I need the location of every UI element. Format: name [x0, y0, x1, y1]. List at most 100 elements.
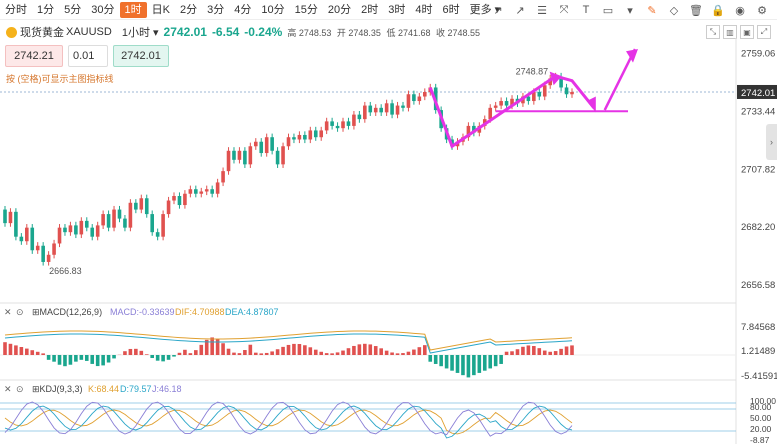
macd-bar-8	[46, 355, 51, 360]
screenshot-icon[interactable]: ▣	[740, 25, 754, 39]
macd-bar-73	[401, 353, 405, 355]
buy-button[interactable]: 2742.01	[113, 45, 169, 67]
sell-button[interactable]: 2742.21	[5, 45, 63, 67]
macd-bar-85	[466, 355, 471, 378]
macd-bar-61	[335, 352, 340, 355]
collapse-icon[interactable]: ⤡	[706, 25, 720, 39]
candle-86	[472, 125, 476, 133]
timeframe-7[interactable]: 3分	[207, 3, 225, 16]
timeframe-1[interactable]: 1分	[37, 3, 55, 16]
high-annotation: 2748.87	[516, 66, 549, 76]
timeframe-11[interactable]: 20分	[327, 3, 352, 16]
candle-25	[139, 198, 144, 210]
candle-18	[101, 214, 105, 226]
lock-icon[interactable]: 🔒	[711, 4, 725, 17]
macd-bar-11	[63, 355, 67, 367]
timeframe-12[interactable]: 2时	[361, 3, 379, 16]
trend-arrowhead-down	[586, 96, 596, 113]
candle-6	[35, 245, 40, 251]
macd-bar-75	[412, 349, 416, 355]
macd-bar-50	[275, 349, 280, 355]
candle-103	[564, 87, 569, 95]
quantity-input[interactable]: 0.01	[68, 45, 108, 67]
timeframe-15[interactable]: 6时	[442, 3, 460, 16]
timeframe-16[interactable]: 更多 ▾	[469, 3, 501, 16]
macd-bar-82	[450, 355, 454, 371]
price-tick-0: 2759.06	[741, 48, 775, 59]
candle-3	[19, 236, 24, 242]
highlight-icon[interactable]: ✎	[647, 4, 657, 17]
rectangle-icon[interactable]: ▭	[602, 4, 614, 17]
macd-bar-60	[330, 353, 334, 355]
macd-bar-22	[123, 351, 127, 355]
timeframe-13[interactable]: 3时	[388, 3, 406, 16]
eraser-icon[interactable]: ◇	[669, 4, 679, 17]
candle-26	[144, 198, 149, 215]
price-change: -6.54	[211, 25, 240, 39]
macd-bar-84	[461, 355, 465, 376]
candle-43	[237, 150, 242, 160]
macd-bar-87	[477, 355, 482, 373]
candle-42	[232, 150, 236, 160]
timeframe-5[interactable]: 日K	[151, 3, 170, 16]
timeframe-2[interactable]: 5分	[64, 3, 82, 16]
fullscreen-icon[interactable]: ⤢	[757, 25, 771, 39]
candle-34	[188, 189, 193, 194]
macd-bar-65	[357, 344, 362, 355]
delete-icon[interactable]: 🗑	[689, 4, 703, 17]
timeframe-8[interactable]: 4分	[234, 3, 252, 16]
symbol-name[interactable]: 现货黄金	[20, 27, 64, 39]
macd-bar-55	[303, 345, 307, 355]
macd-bar-19	[106, 355, 111, 363]
candle-45	[248, 146, 253, 165]
timeframe-3[interactable]: 30分	[91, 3, 115, 16]
timeframe-14[interactable]: 4时	[415, 3, 433, 16]
candle-47	[259, 141, 264, 154]
candle-77	[422, 92, 427, 97]
timeframe-0[interactable]: 分时	[5, 3, 27, 16]
candle-50	[275, 150, 280, 165]
kdj-tick-1: 80.00	[750, 402, 772, 412]
macd-close-icon: ✕	[4, 307, 12, 317]
candle-100	[548, 78, 552, 86]
timeframe-4[interactable]: 1时	[119, 1, 147, 18]
trend-arrowhead-up	[549, 71, 562, 86]
macd-bar-27	[150, 355, 155, 359]
ohlc: 高 2748.53 开 2748.35 低 2741.68 收 2748.55	[287, 26, 483, 39]
candle-39	[215, 182, 220, 194]
macd-bar-96	[526, 345, 531, 355]
eye-icon[interactable]: ◉	[735, 4, 745, 17]
macd-bar-12	[68, 355, 73, 365]
candle-8	[46, 254, 51, 262]
settings-icon[interactable]: ⚙	[757, 4, 767, 17]
candle-12	[68, 225, 73, 233]
chart-type-icon[interactable]: ▥	[723, 25, 737, 39]
timeframe-select[interactable]: 1小时 ▾	[121, 27, 159, 39]
timeframe-9[interactable]: 10分	[261, 3, 285, 16]
macd-bar-71	[390, 352, 394, 355]
macd-bar-44	[243, 350, 247, 355]
candle-93	[510, 98, 514, 106]
k-value: K:68.44	[88, 384, 119, 394]
price-tick-1: 2733.44	[741, 106, 775, 117]
macd-bar-91	[499, 355, 503, 364]
expand-panel-icon[interactable]: ›	[766, 124, 777, 160]
text-icon[interactable]: T	[582, 4, 590, 16]
fib-icon[interactable]: ☰	[537, 4, 547, 17]
candle-74	[406, 94, 411, 108]
macd-bar-35	[194, 350, 198, 355]
trendline-icon[interactable]: ↗	[493, 4, 503, 17]
timeframe-6[interactable]: 2分	[179, 3, 198, 16]
timeframe-10[interactable]: 15分	[294, 3, 318, 16]
ray-icon[interactable]: ↗	[515, 4, 525, 17]
last-price-tag-text: 2742.01	[741, 88, 775, 99]
macd-bar-39	[215, 338, 220, 355]
candle-0	[3, 209, 7, 224]
macd-bar-30	[166, 355, 171, 360]
candle-30	[166, 200, 171, 215]
dif-line	[4, 330, 573, 351]
channel-icon[interactable]: ⤧	[559, 3, 569, 16]
order-panel: 2742.21 0.01 2742.01	[5, 45, 169, 67]
more-icon[interactable]: ▾	[627, 4, 633, 17]
